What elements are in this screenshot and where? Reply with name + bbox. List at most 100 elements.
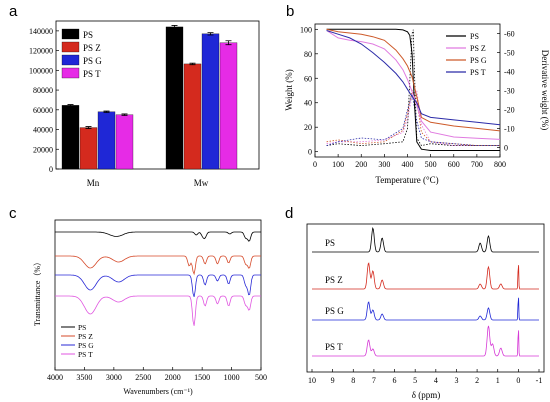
bar-ps-t-mn [115, 114, 134, 170]
y-tick-label: 140000 [29, 27, 53, 36]
series-label-ps-z: PS Z [325, 275, 343, 285]
y-tick-label: 100000 [29, 66, 53, 75]
x-tick-label: 9 [331, 376, 335, 385]
y-tick-label-right: -60 [504, 30, 515, 39]
x-tick-label: 4 [434, 376, 438, 385]
y-tick-label: 40000 [33, 126, 53, 135]
x-tick-labels-a: Mn Mw [87, 178, 209, 188]
weight-line-ps [326, 28, 500, 151]
series-label-ps: PS [325, 238, 335, 248]
weight-line-ps-g [326, 28, 501, 132]
spectrum-ps [312, 227, 539, 253]
error-bar-ps-z-mw [189, 62, 196, 66]
x-tick-label: 100 [332, 160, 344, 169]
spectrum-ps-g [55, 274, 261, 298]
axes-c: 4000 3500 3000 2500 2000 1500 1000 500 [47, 367, 267, 382]
spectrum-ps [55, 231, 261, 242]
series-label-ps-t: PS T [325, 342, 343, 352]
x-tick-label: 2500 [135, 373, 151, 382]
weight-line-ps-t [326, 30, 501, 126]
error-bar-ps-mn [67, 104, 74, 107]
x-tick-label: 7 [372, 376, 376, 385]
y-tick-label: 0 [308, 148, 312, 157]
spectrum-ps-t [55, 295, 261, 326]
legend-label-ps-t: PS T [83, 69, 101, 79]
x-tick-label: 600 [448, 160, 460, 169]
spectra-c [55, 231, 261, 326]
legend-label-ps-t: PS T [470, 68, 486, 77]
bars-a [61, 25, 238, 170]
y-tick-label: 80 [304, 50, 312, 59]
x-tick-label: 8 [351, 376, 355, 385]
y-tick-label: 100 [300, 25, 312, 34]
bar-ps-mw [165, 26, 184, 170]
legend-swatch-ps [61, 28, 80, 40]
x-tick-label: 800 [494, 160, 506, 169]
legend-label-ps-z: PS Z [470, 44, 486, 53]
y-axis-right-title-b: Derivative weight (%) [540, 50, 550, 130]
series-label-ps-g: PS G [325, 306, 344, 316]
spectrum-ps-z [312, 262, 539, 290]
error-bar-ps-g-mw [207, 32, 214, 36]
y-axis-title-c: Transmittance（%） [33, 258, 42, 326]
bar-ps-g-mw [201, 33, 220, 170]
x-tick-label: 0 [516, 376, 520, 385]
bar-ps-g-mn [97, 111, 116, 170]
spectrum-ps-t [312, 325, 539, 357]
legend-label-ps-g: PS G [83, 56, 102, 66]
bar-ps-t-mw [219, 42, 238, 170]
x-tick-label: 6 [393, 376, 397, 385]
legend-label-ps-g: PS G [78, 341, 94, 350]
y-tick-label: 60 [304, 74, 312, 83]
error-bar-ps-t-mw [225, 40, 232, 46]
error-bar-ps-z-mn [85, 126, 92, 129]
x-tick-label: 5 [413, 376, 417, 385]
legend-label-ps: PS [470, 32, 479, 41]
lines-b [326, 28, 501, 151]
x-tick-label: 4000 [47, 373, 63, 382]
y-axis-title-b: Weight (%) [284, 69, 294, 111]
legend-label-ps-z: PS Z [78, 332, 93, 341]
x-tick-label: 3000 [106, 373, 122, 382]
x-axis-title-d: δ (ppm) [412, 390, 441, 400]
x-tick-label: 500 [255, 373, 267, 382]
derivative-line-ps [326, 29, 500, 147]
error-bar-ps-g-mn [103, 110, 110, 113]
axes-b: 0 100 200 300 400 500 600 700 800 0 20 40 60 80 100 0 -1… [300, 25, 515, 169]
x-tick-label: 1 [496, 376, 500, 385]
x-tick-label: 3500 [76, 373, 92, 382]
panel-a: a 0 20000 40000 60000 80000 100000 120000 14000… [9, 3, 260, 188]
panel-letter-a: a [9, 3, 18, 20]
x-tick-label: 500 [425, 160, 437, 169]
y-tick-label-right: -20 [504, 106, 515, 115]
plot-frame-c [54, 219, 262, 371]
x-tick-label: 2 [475, 376, 479, 385]
y-tick-label: 20 [304, 123, 312, 132]
x-axis-title-b: Temperature (°C) [375, 175, 438, 185]
plot-frame-d [306, 223, 545, 373]
panel-letter-d: d [285, 205, 293, 222]
bar-ps-z-mw [183, 63, 202, 170]
bar-ps-mn [61, 105, 80, 170]
y-tick-label-right: -50 [504, 49, 515, 58]
legend-label-ps-t: PS T [78, 350, 93, 359]
spectrum-ps-z [55, 255, 261, 276]
y-tick-label: 60000 [33, 106, 53, 115]
x-tick-label: 200 [355, 160, 367, 169]
x-tick-label: 1000 [224, 373, 240, 382]
y-tick-label: 120000 [29, 47, 53, 56]
x-tick-label: 2000 [165, 373, 181, 382]
legend-swatch-ps-g [61, 54, 80, 66]
x-axis-title-c: Wavenumbers (cm⁻¹) [123, 387, 193, 396]
error-bar-ps-t-mn [121, 113, 128, 116]
bar-ps-z-mn [79, 127, 98, 170]
legend-b: PS PS Z PS G PS T [446, 32, 487, 77]
y-tick-label-right: -40 [504, 68, 515, 77]
x-tick-label: -1 [536, 376, 543, 385]
legend-label-ps: PS [83, 30, 93, 40]
legend-swatch-ps-t [61, 67, 80, 79]
legend-a: PS PS Z PS G PS T [61, 28, 102, 79]
